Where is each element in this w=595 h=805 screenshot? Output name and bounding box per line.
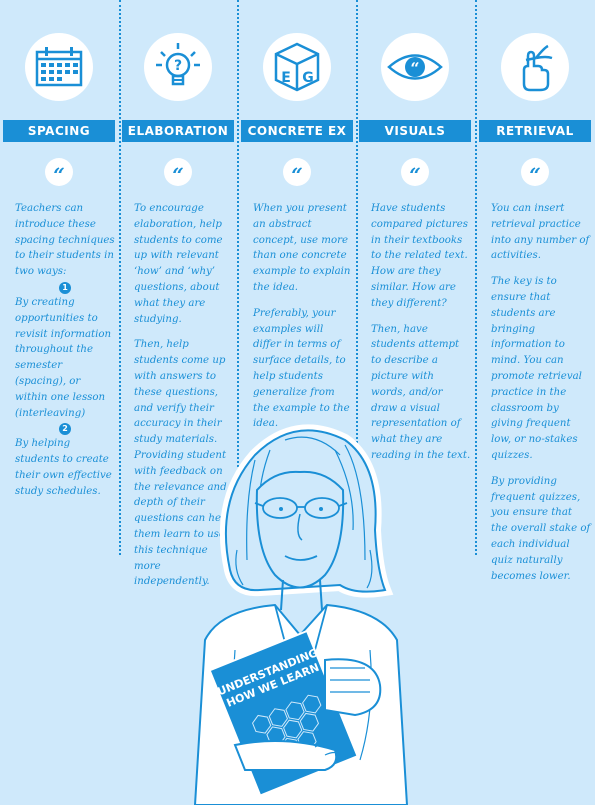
label-visuals: VISUALS	[359, 120, 471, 142]
paragraph: By providing frequent quizzes, you ensur…	[491, 475, 591, 582]
label-elaboration: ELABORATION	[122, 120, 234, 142]
paragraph: Teachers can introduce these spacing tec…	[15, 203, 115, 278]
calendar-icon	[24, 32, 94, 102]
paragraph: You can insert retrieval practice into a…	[491, 203, 590, 262]
column-divider	[356, 0, 358, 555]
cube-letter: E	[281, 70, 291, 86]
column-divider	[119, 0, 121, 555]
eg-cube-icon: E G	[262, 32, 332, 102]
label-spacing: SPACING	[3, 120, 115, 142]
portrait-illustration: UNDERSTANDING HOW WE LEARN	[175, 410, 425, 805]
finger-string-icon	[500, 32, 570, 102]
quote-mark-icon: “	[401, 158, 429, 186]
paragraph: Then, help students come up with answers…	[134, 339, 231, 588]
visuals-text: Have students compared pictures in their…	[371, 201, 471, 474]
paragraph: Preferably, your examples will differ in…	[253, 307, 350, 430]
quote-mark-icon: “	[521, 158, 549, 186]
concrete-ex-text: When you present an abstract concept, us…	[253, 201, 353, 442]
quote-mark-icon: “	[45, 158, 73, 186]
retrieval-text: You can insert retrieval practice into a…	[491, 201, 591, 594]
label-retrieval: RETRIEVAL	[479, 120, 591, 142]
column-divider	[237, 0, 239, 555]
paragraph: By helping students to create their own …	[15, 438, 112, 497]
cube-letter: G	[302, 70, 314, 86]
paragraph: Then, have students attempt to describe …	[371, 323, 471, 461]
number-badge: 2	[59, 423, 71, 436]
paragraph: The key is to ensure that students are b…	[491, 276, 582, 461]
paragraph: By creating opportunities to revisit inf…	[15, 296, 112, 419]
elaboration-text: To encourage elaboration, help students …	[134, 201, 234, 600]
paragraph: When you present an abstract concept, us…	[253, 203, 351, 293]
paragraph: Have students compared pictures in their…	[371, 203, 469, 309]
paragraph: To encourage elaboration, help students …	[134, 203, 223, 325]
eye-quote: “	[410, 59, 419, 78]
quote-mark-icon: “	[283, 158, 311, 186]
label-concrete-ex: CONCRETE EX	[241, 120, 353, 142]
question-mark: ?	[174, 58, 182, 74]
column-divider	[475, 0, 477, 555]
spacing-text: Teachers can introduce these spacing tec…	[15, 201, 115, 510]
eye-icon: “	[380, 32, 450, 102]
quote-mark-icon: “	[164, 158, 192, 186]
number-badge: 1	[59, 281, 71, 294]
lightbulb-question-icon: ?	[143, 32, 213, 102]
